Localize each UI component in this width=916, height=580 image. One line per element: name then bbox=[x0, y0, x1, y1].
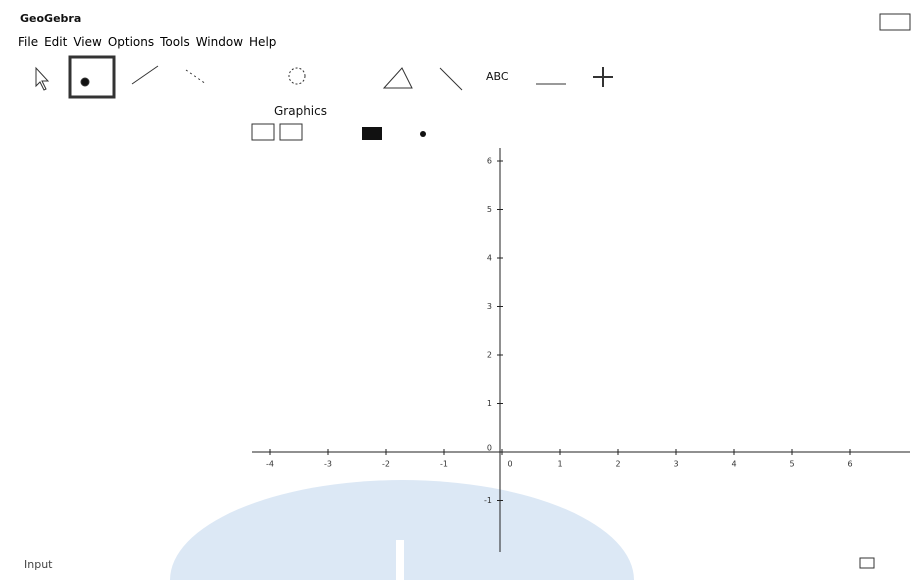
x-tick-label: -2 bbox=[382, 460, 390, 469]
y-tick-label: 3 bbox=[487, 302, 492, 311]
x-tick-label: -4 bbox=[266, 460, 274, 469]
point-style-button[interactable] bbox=[420, 131, 426, 137]
line-tool[interactable] bbox=[132, 66, 158, 84]
menu-item[interactable]: Tools bbox=[160, 35, 190, 49]
y-tick-label: 1 bbox=[487, 399, 492, 408]
x-tick-label: 2 bbox=[615, 460, 620, 469]
move-view-tool[interactable] bbox=[593, 67, 613, 87]
menu-item[interactable]: View bbox=[73, 35, 101, 49]
keyboard-button[interactable] bbox=[860, 558, 874, 568]
y-tick-label: -1 bbox=[484, 496, 492, 505]
x-tick-label: 5 bbox=[789, 460, 794, 469]
x-tick-label: 6 bbox=[847, 460, 852, 469]
watermark-notch bbox=[396, 540, 404, 580]
input-label[interactable]: Input bbox=[24, 558, 52, 571]
menu-item[interactable]: Options bbox=[108, 35, 154, 49]
polygon-tool[interactable] bbox=[384, 68, 412, 88]
grid-toggle[interactable] bbox=[280, 124, 302, 140]
reflect-tool[interactable] bbox=[440, 68, 462, 90]
axes-toggle[interactable] bbox=[252, 124, 274, 140]
window-button[interactable] bbox=[880, 14, 910, 30]
x-tick-label: 3 bbox=[673, 460, 678, 469]
menu-bar: File Edit View Options Tools Window Help bbox=[18, 35, 276, 49]
canvas: -4 -3 -2 -1 0 1 2 3 4 5 6 -1 0 1 2 3 4 5 6 bbox=[0, 0, 916, 580]
y-tick-label: 4 bbox=[487, 254, 492, 263]
move-tool[interactable] bbox=[36, 68, 48, 90]
y-tick-label: 2 bbox=[487, 351, 492, 360]
point-icon bbox=[81, 78, 89, 86]
circle-tool[interactable] bbox=[289, 68, 305, 84]
color-button[interactable] bbox=[362, 127, 382, 140]
menu-item[interactable]: File bbox=[18, 35, 38, 49]
x-tick-label: 0 bbox=[507, 460, 512, 469]
x-tick-label: -1 bbox=[440, 460, 448, 469]
y-tick-label: 0 bbox=[487, 444, 492, 453]
geogebra-window: -4 -3 -2 -1 0 1 2 3 4 5 6 -1 0 1 2 3 4 5 6 GeoGebra File Ed… bbox=[0, 0, 916, 580]
graphics-title: Graphics bbox=[274, 104, 327, 118]
menu-item[interactable]: Edit bbox=[44, 35, 67, 49]
x-tick-label: 1 bbox=[557, 460, 562, 469]
point-tool[interactable] bbox=[70, 57, 114, 97]
x-tick-label: -3 bbox=[324, 460, 332, 469]
y-tick-label: 5 bbox=[487, 205, 492, 214]
text-tool[interactable]: ABC bbox=[486, 70, 509, 83]
y-tick-label: 6 bbox=[487, 157, 492, 166]
perp-tool[interactable] bbox=[186, 70, 206, 84]
x-tick-label: 4 bbox=[731, 460, 736, 469]
menu-item[interactable]: Help bbox=[249, 35, 276, 49]
window-title: GeoGebra bbox=[20, 12, 81, 25]
menu-item[interactable]: Window bbox=[196, 35, 243, 49]
